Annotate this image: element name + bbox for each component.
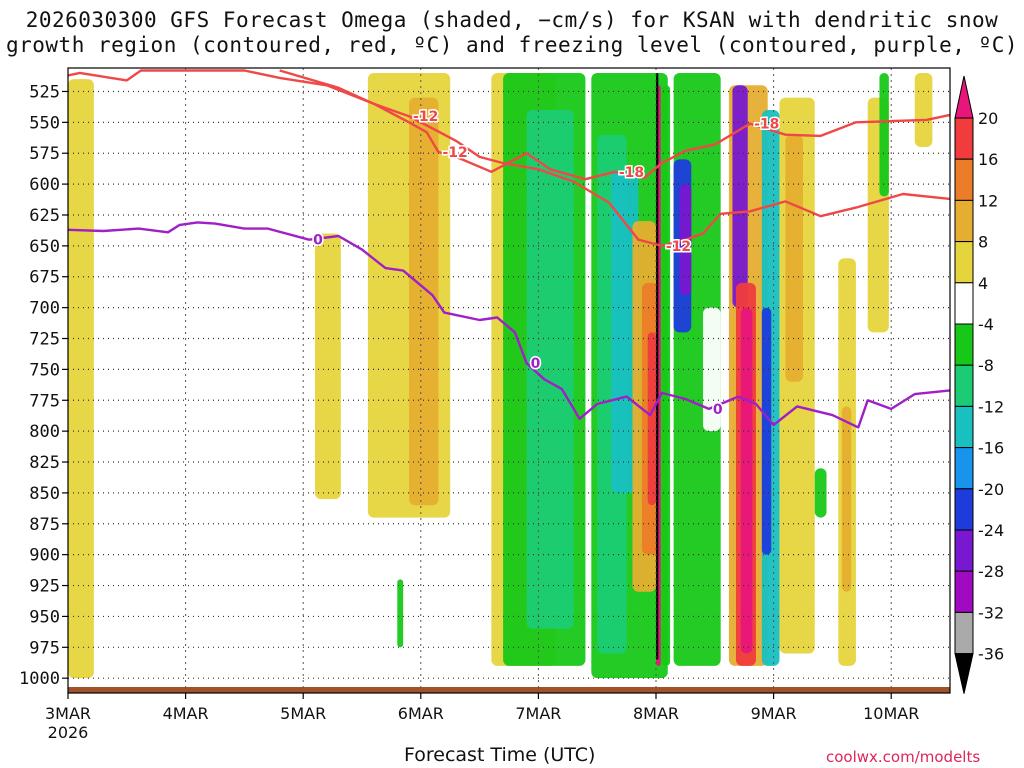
omega-region [740, 307, 753, 654]
omega-region [611, 171, 639, 493]
omega-region [68, 79, 94, 679]
colorbar-label: 16 [978, 150, 998, 169]
y-tick-label: 675 [29, 268, 60, 288]
colorbar-segment [954, 364, 974, 407]
colorbar-segment [954, 611, 974, 655]
y-tick-label: 950 [29, 607, 60, 627]
omega-region [526, 109, 574, 629]
contour-label: -12 [413, 109, 438, 125]
contour-line [67, 221, 951, 429]
omega-region [841, 406, 852, 592]
omega-region [914, 72, 933, 148]
contour-label: 0 [713, 402, 723, 418]
omega-region [661, 85, 671, 666]
x-tick-label: 5MAR [280, 704, 326, 723]
omega-region [409, 97, 439, 506]
y-tick-label: 750 [29, 360, 60, 380]
x-tick-label: 9MAR [751, 704, 797, 723]
colorbar-label: -12 [978, 397, 1004, 416]
colorbar-segment [954, 405, 974, 449]
colorbar-label: -24 [978, 521, 1004, 540]
x-tick-label: 4MAR [163, 704, 209, 723]
chart-title-line1: 2026030300 GFS Forecast Omega (shaded, −… [25, 8, 999, 32]
y-tick-label: 625 [29, 206, 60, 226]
contour-label: 0 [313, 233, 323, 249]
colorbar-segment [954, 241, 974, 284]
colorbar-label: -36 [978, 645, 1004, 664]
y-tick-label: 700 [29, 299, 60, 319]
x-tick-label: 8MAR [633, 704, 679, 723]
y-tick-label: 550 [29, 113, 60, 133]
x-tick-label: 6MAR [398, 704, 444, 723]
colorbar-segment [954, 158, 974, 201]
x-tick-label: 7MAR [515, 704, 561, 723]
colorbar-label: -32 [978, 603, 1004, 622]
colorbar-segment [954, 323, 974, 366]
y-tick-label: 725 [29, 330, 60, 350]
y-tick-label: 875 [29, 515, 60, 535]
contour-line [67, 69, 951, 248]
watermark: coolwx.com/modelts [826, 748, 981, 766]
omega-region [656, 72, 659, 660]
y-tick-label: 975 [29, 638, 60, 658]
colorbar-label: -20 [978, 480, 1004, 499]
colorbar-segment [954, 75, 974, 119]
plot-frame [67, 67, 951, 694]
y-tick-label: 1000 [19, 669, 60, 689]
y-tick-label: 825 [29, 453, 60, 473]
colorbar-segment [954, 653, 974, 694]
y-tick-label: 850 [29, 484, 60, 504]
omega-region [314, 233, 341, 500]
colorbar-label: 20 [978, 109, 998, 128]
omega-region [703, 307, 721, 432]
x-year-label: 2026 [48, 723, 89, 742]
colorbar-segment [954, 529, 974, 572]
ground-surface [68, 687, 950, 693]
colorbar-segment [954, 447, 974, 490]
contour-label: 0 [531, 356, 541, 372]
y-tick-label: 925 [29, 577, 60, 597]
colorbar-segment [954, 117, 974, 160]
contour-label: -18 [619, 165, 644, 181]
colorbar-label: 8 [978, 233, 988, 252]
contour-line [279, 69, 951, 181]
omega-region [397, 579, 404, 648]
y-tick-label: 900 [29, 546, 60, 566]
contour-label: -12 [666, 239, 691, 255]
colorbar-segment [954, 199, 974, 243]
omega-region [879, 72, 889, 197]
x-tick-label: 10MAR [863, 704, 919, 723]
colorbar-segment [954, 488, 974, 531]
y-tick-label: 775 [29, 391, 60, 411]
colorbar-segment [954, 282, 974, 325]
omega-region [732, 85, 748, 308]
y-tick-label: 600 [29, 175, 60, 195]
contour-label: -18 [754, 117, 779, 133]
colorbar-label: 4 [978, 274, 988, 293]
colorbar-label: -16 [978, 439, 1004, 458]
y-tick-label: 650 [29, 237, 60, 257]
colorbar-label: -8 [978, 356, 994, 375]
y-tick-label: 525 [29, 82, 60, 102]
x-tick-label: 3MAR [45, 704, 91, 723]
colorbar-label: 12 [978, 191, 998, 210]
omega-region [647, 332, 656, 506]
x-axis-label: Forecast Time (UTC) [404, 744, 596, 766]
omega-region [814, 468, 827, 518]
y-tick-label: 575 [29, 144, 60, 164]
chart-title-line2: growth region (contoured, red, ºC) and f… [5, 33, 1019, 57]
colorbar-label: -4 [978, 315, 994, 334]
contour-label: -12 [442, 145, 467, 161]
omega-region [785, 134, 803, 382]
colorbar-segment [954, 570, 974, 613]
colorbar-label: -28 [978, 562, 1004, 581]
y-tick-label: 800 [29, 422, 60, 442]
